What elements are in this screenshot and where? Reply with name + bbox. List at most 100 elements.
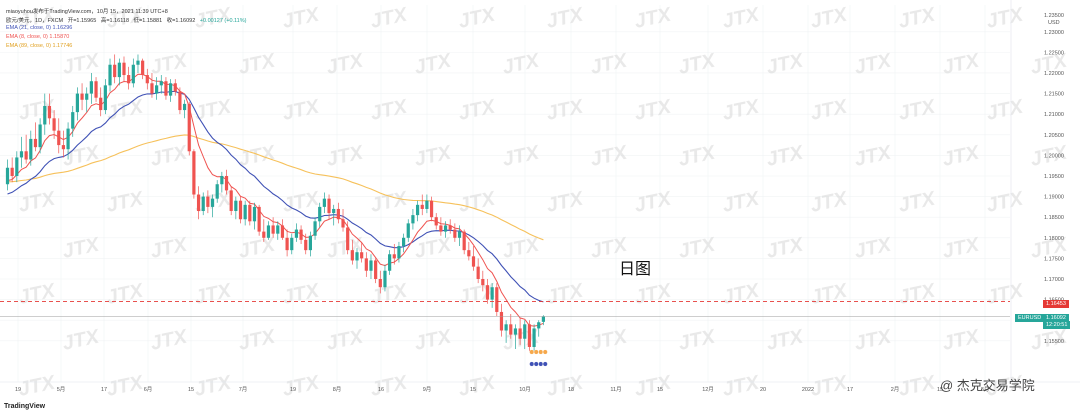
candle-body	[262, 231, 266, 238]
candle-body	[159, 81, 163, 86]
candle-body	[443, 225, 448, 232]
y-tick-label: 1.18000	[1044, 236, 1064, 242]
candle-body	[350, 250, 354, 261]
tv-brand-text: TradingView	[4, 403, 46, 410]
watermark-mark: JTX	[764, 49, 806, 78]
event-marker	[542, 361, 548, 367]
watermark-mark: JTX	[720, 187, 762, 216]
watermark-mark: JTX	[632, 279, 674, 308]
watermark-mark: JTX	[148, 325, 190, 354]
legend-ema8[interactable]: EMA (8, close, 0) 1.15870	[6, 34, 70, 40]
y-tick-label: 1.15500	[1044, 339, 1064, 345]
ema8-path	[7, 73, 544, 327]
candle-body	[169, 83, 173, 96]
watermark-mark: JTX	[676, 325, 718, 354]
x-tick-label: 11月	[610, 386, 621, 393]
candle-body	[210, 198, 215, 207]
candle-body	[332, 208, 336, 214]
candle-body	[47, 105, 52, 119]
candle-body	[509, 324, 513, 335]
candle-body	[322, 198, 326, 207]
ema89-line	[7, 134, 544, 241]
x-tick-label: 15	[470, 387, 476, 393]
watermark-mark: JTX	[412, 141, 454, 170]
close-value: 收=1.16092	[166, 18, 196, 24]
high-value: 高=1.16118	[100, 18, 129, 24]
y-tick-label: 1.20500	[1044, 133, 1064, 139]
watermark-mark: JTX	[16, 95, 58, 124]
event-marker	[529, 361, 535, 367]
candle-body	[15, 157, 19, 176]
x-tick-label: 9月	[423, 386, 432, 393]
watermark-mark: JTX	[104, 95, 146, 124]
price-axis[interactable]: 1.23000 1.22500 1.22000 1.21500 1.21000 1.205…	[1010, 0, 1064, 382]
candle-body	[364, 258, 368, 271]
candle-body	[327, 198, 331, 214]
candle-body	[383, 270, 387, 288]
candle-body	[80, 93, 84, 100]
candle-body	[411, 215, 415, 224]
horizontal-level-line[interactable]	[0, 301, 1010, 317]
watermark-mark: JTX	[676, 141, 718, 170]
candle-body	[243, 204, 247, 220]
candle-body	[355, 252, 359, 261]
watermark-mark: JTX	[324, 141, 366, 170]
ema8-line	[7, 73, 544, 327]
watermark-mark: JTX	[720, 95, 762, 124]
legend-ema21[interactable]: EMA (21, close, 0) 1.16296	[6, 25, 73, 31]
candle-body	[537, 322, 541, 329]
x-tick-label: 17	[847, 387, 853, 393]
candle-body	[406, 223, 410, 238]
watermark-mark: JTX	[632, 371, 674, 400]
ema89-path	[7, 134, 544, 241]
watermark-mark: JTX	[192, 95, 234, 124]
watermark-mark: JTX	[544, 279, 586, 308]
x-tick-label: 12月	[702, 386, 714, 393]
watermark-mark: JTX	[896, 187, 938, 216]
watermark-mark: JTX	[852, 141, 894, 170]
candle-body	[402, 237, 406, 247]
watermark-mark: JTX	[808, 3, 850, 32]
header-publisher: miaoyuhou发布于TradingView.com，10月 15，2021 …	[6, 9, 168, 15]
countdown-label: 12:20:51	[1043, 321, 1071, 329]
event-markers	[529, 349, 548, 367]
tradingview-logo[interactable]: TradingView	[4, 403, 45, 410]
candle-body	[276, 225, 280, 234]
event-marker	[533, 349, 539, 355]
y-tick-label: 1.19500	[1044, 174, 1064, 180]
y-tick-label: 1.18500	[1044, 215, 1064, 221]
candle-body	[523, 324, 527, 339]
candle-body	[448, 225, 452, 230]
candle-body	[206, 196, 210, 207]
watermark-mark: JTX	[808, 95, 850, 124]
candle-body	[57, 130, 61, 146]
candle-body	[257, 206, 261, 232]
candle-body	[52, 118, 56, 131]
hline-price-label: 1.16453	[1043, 300, 1069, 308]
candle-body	[187, 103, 191, 152]
event-marker	[542, 349, 548, 355]
y-tick-label: 1.17000	[1044, 277, 1064, 283]
legend-ema89[interactable]: EMA (89, close, 0) 1.17746	[6, 43, 73, 49]
x-tick-label: 15	[937, 387, 943, 393]
candle-body	[439, 225, 443, 232]
watermark-mark: JTX	[984, 3, 1026, 32]
watermark-mark: JTX	[60, 49, 102, 78]
symbol-label[interactable]: 欧元/美元，1D，FXCM	[6, 18, 64, 24]
watermark-mark: JTX	[412, 49, 454, 78]
candle-body	[234, 200, 238, 212]
y-tick-label: 1.17500	[1044, 256, 1064, 262]
watermark-mark: JTX	[984, 279, 1026, 308]
event-marker	[538, 349, 544, 355]
candle-body	[113, 64, 117, 78]
candle-body	[145, 75, 149, 84]
watermark-mark: JTX	[500, 141, 542, 170]
time-axis[interactable]: 19 5月 17 6月 15 7月 19 8月 16 9月 15 10月 18 11月 15 12月 20 202…	[0, 381, 1080, 393]
candle-body	[304, 239, 308, 251]
candle-body	[220, 175, 224, 185]
open-value: 开=1.15965	[67, 18, 97, 24]
candle-body	[266, 225, 271, 238]
watermark-mark: JTX	[324, 325, 366, 354]
